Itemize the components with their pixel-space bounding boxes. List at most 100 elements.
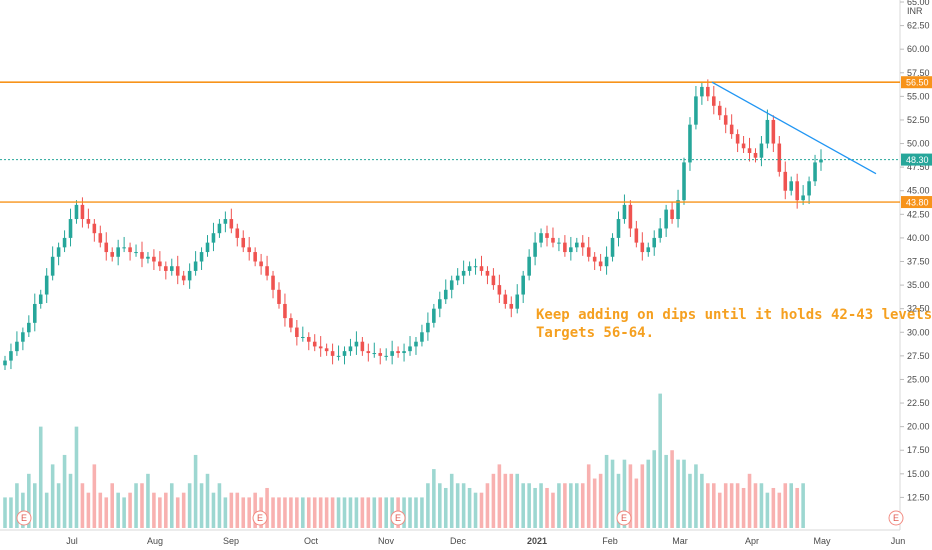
candle-body <box>348 346 353 352</box>
volume-bar <box>164 492 168 528</box>
volume-bar <box>408 497 412 528</box>
volume-bar <box>545 487 549 528</box>
candle-body <box>539 233 543 243</box>
candle-body <box>557 242 561 244</box>
candle-body <box>44 275 49 295</box>
volume-bar <box>80 483 85 528</box>
candle-body <box>598 261 603 267</box>
candle-body <box>789 181 794 191</box>
candle-body <box>193 261 198 271</box>
candle-body <box>652 237 657 248</box>
candle-body <box>801 195 805 201</box>
y-tick-label: 32.50 <box>907 304 930 314</box>
earnings-marker[interactable]: E <box>616 510 632 526</box>
candle-body <box>223 219 228 224</box>
volume-bar <box>783 483 788 528</box>
volume-bar <box>592 478 597 528</box>
volume-bar <box>289 497 293 528</box>
candle-body <box>795 181 799 201</box>
volume-bar <box>342 497 347 528</box>
volume-bar <box>443 487 448 528</box>
candle-body <box>479 266 484 271</box>
y-tick-label: 45.00 <box>907 186 930 196</box>
earnings-marker[interactable]: E <box>888 510 904 526</box>
candle-body <box>98 233 103 243</box>
volume-bar <box>539 483 543 528</box>
candle-body <box>390 351 394 356</box>
volume-bar <box>503 473 508 528</box>
candle-body <box>551 237 555 243</box>
volume-bar <box>557 483 561 528</box>
x-tick-label: Apr <box>745 536 759 546</box>
candle-body <box>575 242 579 248</box>
candle-body <box>396 351 400 354</box>
volume-bar <box>753 483 758 528</box>
candle-body <box>664 209 668 229</box>
y-tick-label: 40.00 <box>907 233 930 243</box>
earnings-marker[interactable]: E <box>252 510 268 526</box>
candle-body <box>497 285 502 295</box>
volume-bar <box>759 483 764 528</box>
candle-body <box>187 270 192 281</box>
volume-bar <box>575 483 579 528</box>
earnings-marker[interactable]: E <box>16 510 32 526</box>
candle-body <box>521 275 525 295</box>
volume-bar <box>324 497 329 528</box>
candle-body <box>241 237 246 248</box>
volume-bar <box>610 459 615 528</box>
price-label-text: 48.30 <box>906 155 929 165</box>
candle-body <box>283 303 287 319</box>
volume-bar <box>438 483 442 528</box>
y-tick-label: 20.00 <box>907 422 930 432</box>
candle-body <box>289 318 293 328</box>
volume-bar <box>580 483 585 528</box>
volume-bar <box>116 492 120 528</box>
y-tick-label: 25.00 <box>907 374 930 384</box>
volume-bar <box>217 483 222 528</box>
candle-body <box>700 86 704 97</box>
volume-bar <box>98 492 103 528</box>
x-tick-label: Feb <box>602 536 618 546</box>
volume-bar <box>598 473 603 528</box>
earnings-marker-label: E <box>893 513 899 523</box>
volume-bar <box>676 459 680 528</box>
candle-body <box>414 341 418 347</box>
volume-bar <box>21 492 25 528</box>
volume-bar <box>634 478 639 528</box>
earnings-marker-circle <box>888 510 904 526</box>
volume-bar <box>741 487 746 528</box>
earnings-marker[interactable]: E <box>390 510 406 526</box>
candle-body <box>306 336 311 342</box>
volume-bar <box>378 497 383 528</box>
candle-body <box>271 275 275 290</box>
candle-body <box>443 289 448 300</box>
time-axis[interactable]: Jul Aug Sep Oct Nov Dec 2021 Feb Mar Apr May Jun <box>66 536 905 546</box>
annotation[interactable]: Keep adding on dips until it holds 42-43… <box>536 307 932 341</box>
volume-bar <box>449 473 454 528</box>
candle-body <box>318 346 323 349</box>
y-tick-label: 57.50 <box>907 68 930 78</box>
candle-body <box>146 256 150 259</box>
candle-body <box>592 256 597 262</box>
candle-body <box>432 308 436 323</box>
volume-bar <box>277 497 281 528</box>
candle-body <box>366 351 371 354</box>
y-tick-label: 22.50 <box>907 398 930 408</box>
volume-bar <box>479 492 484 528</box>
price-axis[interactable]: 65.00 62.50 60.00 57.50 55.00 52.50 50.00 47.50… <box>900 0 930 502</box>
trendline[interactable] <box>711 81 877 175</box>
volume-bar <box>330 497 335 528</box>
candle-body <box>503 294 508 304</box>
candle-body <box>783 171 788 191</box>
volume-bar <box>187 483 192 528</box>
candle-body <box>152 256 156 262</box>
volume-bar <box>32 483 37 528</box>
candle-body <box>688 124 692 163</box>
volume-bar <box>50 464 55 528</box>
candle-body <box>753 152 758 158</box>
y-tick-label: 37.50 <box>907 257 930 267</box>
candle-body <box>199 252 204 262</box>
volume-bar <box>586 464 591 528</box>
